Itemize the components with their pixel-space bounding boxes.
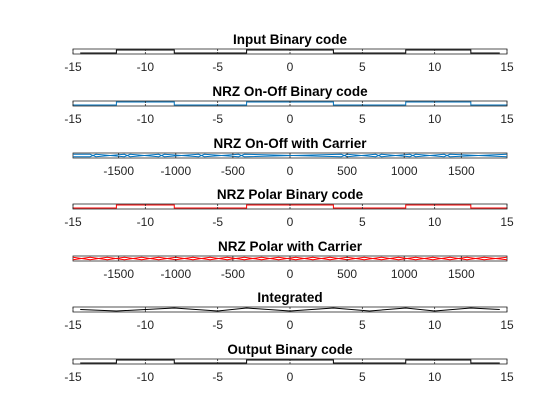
tick-label: -15 [64, 60, 82, 74]
subplot-7: Output Binary code -15 -10 -5 0 5 10 15 [64, 342, 514, 384]
tick-label: 0 [287, 112, 294, 126]
subplot-3: NRZ On-Off with Carrier -1500 -1000 -500 0 50… [72, 136, 508, 178]
tick-label: 15 [500, 318, 514, 332]
tick-label: 0 [287, 164, 294, 178]
tick-label: -1500 [103, 164, 134, 178]
tick-label: -1000 [160, 267, 191, 281]
tick-label: 10 [428, 215, 442, 229]
subplot-6: Integrated -15 -10 -5 0 5 10 15 [64, 290, 514, 332]
subplot-title: NRZ Polar with Carrier [218, 239, 363, 254]
tick-label: -10 [137, 60, 155, 74]
tick-label: -5 [212, 215, 223, 229]
subplot-2: NRZ On-Off Binary code -15 -10 -5 0 5 10 15 [64, 84, 514, 126]
tick-label: 15 [500, 112, 514, 126]
tick-label: 10 [428, 60, 442, 74]
series-line-1 [80, 307, 500, 312]
tick-label: 5 [359, 60, 366, 74]
tick-label: -15 [64, 112, 82, 126]
tick-label: 500 [337, 267, 357, 281]
tick-label: 0 [287, 60, 294, 74]
tick-label: 1000 [391, 267, 418, 281]
tick-label: 5 [359, 112, 366, 126]
tick-label: -10 [137, 370, 155, 384]
tick-label: -1500 [103, 267, 134, 281]
tick-label: -15 [64, 215, 82, 229]
tick-label: 1000 [391, 164, 418, 178]
subplot-title: NRZ Polar Binary code [217, 187, 364, 202]
subplot-title: Output Binary code [227, 342, 353, 357]
subplot-title: NRZ On-Off with Carrier [213, 136, 367, 151]
tick-label: -10 [137, 112, 155, 126]
tick-label: 0 [287, 267, 294, 281]
tick-label: 0 [287, 318, 294, 332]
tick-label: -15 [64, 318, 82, 332]
tick-label: 1500 [448, 267, 475, 281]
tick-label: 1500 [448, 164, 475, 178]
subplot-5: NRZ Polar with Carrier -1500 -1000 -500 0 500… [72, 239, 508, 281]
tick-label: -5 [212, 370, 223, 384]
tick-label: -5 [212, 60, 223, 74]
tick-label: 500 [337, 164, 357, 178]
tick-label: 10 [428, 318, 442, 332]
tick-label: 10 [428, 370, 442, 384]
tick-label: -500 [221, 267, 245, 281]
tick-label: -10 [137, 318, 155, 332]
subplot-4: NRZ Polar Binary code -15 -10 -5 0 5 10 15 [64, 187, 514, 229]
tick-label: 15 [500, 60, 514, 74]
tick-label: -10 [137, 215, 155, 229]
tick-label: -1000 [160, 164, 191, 178]
tick-label: 10 [428, 112, 442, 126]
tick-label: 5 [359, 370, 366, 384]
tick-label: -500 [221, 164, 245, 178]
tick-label: 15 [500, 215, 514, 229]
series-line-mirror [72, 256, 508, 261]
subplot-1: Input Binary code -15 -10 -5 0 5 10 15 [64, 32, 514, 74]
tick-label: 0 [287, 370, 294, 384]
tick-label: 5 [359, 215, 366, 229]
tick-label: -5 [212, 318, 223, 332]
tick-label: 15 [500, 370, 514, 384]
tick-label: -15 [64, 370, 82, 384]
tick-label: 0 [287, 215, 294, 229]
tick-label: -5 [212, 112, 223, 126]
subplot-title: Integrated [257, 290, 322, 305]
series-line-mirror [73, 153, 508, 158]
subplot-title: Input Binary code [233, 32, 348, 47]
tick-label: 5 [359, 318, 366, 332]
subplot-title: NRZ On-Off Binary code [212, 84, 368, 99]
